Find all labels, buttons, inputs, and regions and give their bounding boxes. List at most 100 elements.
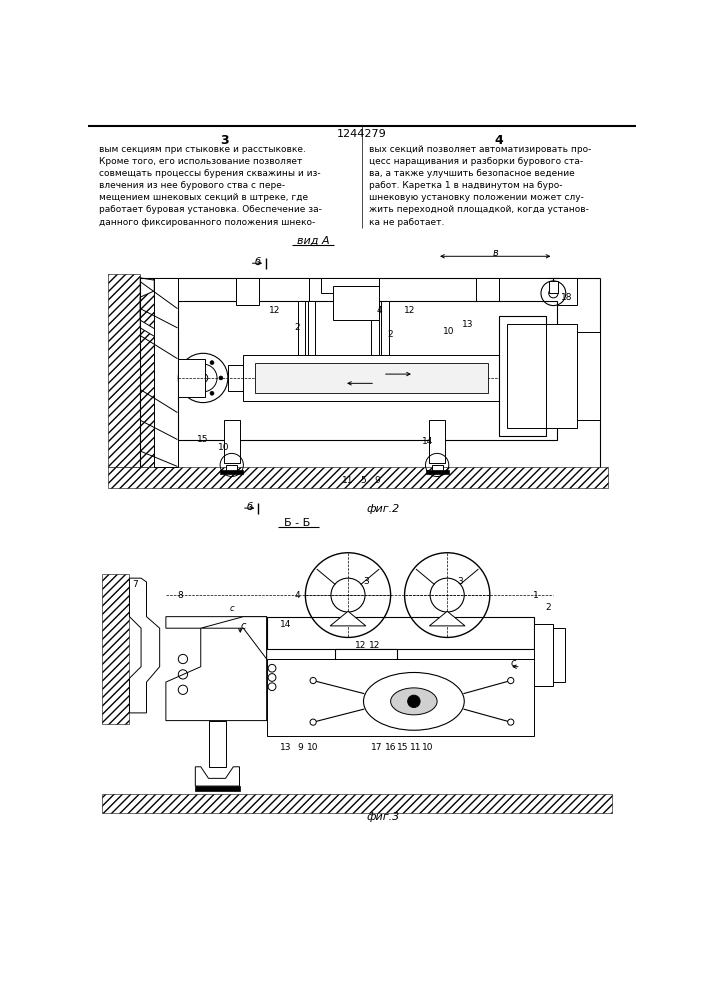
Text: 10: 10 <box>218 443 229 452</box>
Text: вым секциям при стыковке и расстыковке.
Кроме того, его использование позволяет
: вым секциям при стыковке и расстыковке. … <box>99 145 322 227</box>
Text: 9: 9 <box>375 476 380 485</box>
Text: 1: 1 <box>534 591 539 600</box>
Bar <box>177 301 557 440</box>
Text: 1244279: 1244279 <box>337 129 387 139</box>
Text: 5: 5 <box>361 476 366 485</box>
Text: с: с <box>240 621 246 631</box>
Circle shape <box>268 683 276 691</box>
Bar <box>476 278 499 316</box>
Text: 2: 2 <box>388 330 393 339</box>
Bar <box>534 624 554 686</box>
Circle shape <box>192 361 196 365</box>
Text: 4: 4 <box>495 134 503 147</box>
Text: 3: 3 <box>457 578 463 586</box>
Text: 12: 12 <box>269 306 280 315</box>
Bar <box>335 649 397 691</box>
Bar <box>381 301 389 355</box>
Circle shape <box>199 373 208 383</box>
Text: 11: 11 <box>409 743 421 752</box>
Text: 12: 12 <box>370 641 381 650</box>
Text: 4: 4 <box>295 591 300 600</box>
Circle shape <box>268 664 276 672</box>
Polygon shape <box>129 578 160 713</box>
Circle shape <box>508 719 514 725</box>
Circle shape <box>210 361 214 365</box>
Circle shape <box>210 391 214 395</box>
Bar <box>228 365 243 391</box>
Text: 13: 13 <box>280 743 292 752</box>
Text: вид А: вид А <box>297 236 329 246</box>
Ellipse shape <box>363 672 464 730</box>
Circle shape <box>268 674 276 681</box>
Text: 2: 2 <box>545 603 551 612</box>
Circle shape <box>219 376 223 380</box>
Bar <box>298 301 305 355</box>
Text: 3: 3 <box>221 134 229 147</box>
Circle shape <box>310 719 316 725</box>
Bar <box>577 332 600 420</box>
Bar <box>308 301 315 355</box>
Bar <box>429 420 445 463</box>
Bar <box>432 465 443 471</box>
Bar <box>177 359 204 397</box>
Text: 10: 10 <box>443 327 455 336</box>
Circle shape <box>310 677 316 684</box>
Polygon shape <box>166 617 267 721</box>
Circle shape <box>192 391 196 395</box>
Circle shape <box>508 677 514 684</box>
Text: 12: 12 <box>404 306 416 315</box>
Text: 12: 12 <box>355 641 366 650</box>
Text: вых секций позволяет автоматизировать про-
цесс наращивания и разборки бурового : вых секций позволяет автоматизировать пр… <box>369 145 591 227</box>
Bar <box>267 617 534 649</box>
Bar <box>321 278 379 293</box>
Bar <box>332 286 379 320</box>
Text: б: б <box>247 502 252 512</box>
Bar <box>243 355 499 401</box>
Bar <box>140 278 154 466</box>
Text: 10: 10 <box>422 743 433 752</box>
Bar <box>195 786 240 791</box>
Text: с: с <box>230 604 234 613</box>
Bar <box>209 721 226 767</box>
Circle shape <box>183 376 187 380</box>
Text: 2: 2 <box>295 323 300 332</box>
Bar <box>267 659 534 736</box>
Polygon shape <box>429 611 465 626</box>
Bar <box>107 466 607 488</box>
Text: 16: 16 <box>385 743 397 752</box>
Text: 3: 3 <box>363 578 368 586</box>
Bar <box>235 278 259 305</box>
Text: б: б <box>255 257 260 267</box>
Polygon shape <box>201 617 267 659</box>
Text: 18: 18 <box>561 293 572 302</box>
Bar <box>549 281 558 293</box>
Circle shape <box>408 695 420 708</box>
Text: в: в <box>492 248 498 258</box>
Polygon shape <box>195 767 240 786</box>
Bar <box>507 324 546 428</box>
Text: фиг.3: фиг.3 <box>366 812 399 822</box>
Polygon shape <box>330 611 366 626</box>
Text: Б - Б: Б - Б <box>284 518 311 528</box>
Bar <box>499 305 522 336</box>
Bar <box>499 316 546 436</box>
Bar <box>255 363 488 393</box>
Text: фиг.2: фиг.2 <box>366 504 399 514</box>
Text: 15: 15 <box>197 435 209 444</box>
Text: 11: 11 <box>342 476 354 485</box>
Bar <box>426 470 449 474</box>
Bar <box>154 278 177 466</box>
Ellipse shape <box>391 688 437 715</box>
Text: 9: 9 <box>297 743 303 752</box>
Bar <box>515 659 530 732</box>
Polygon shape <box>140 278 166 343</box>
Text: 14: 14 <box>280 620 292 629</box>
Bar <box>220 470 243 474</box>
Text: 8: 8 <box>177 591 182 600</box>
Bar <box>554 628 565 682</box>
Text: 17: 17 <box>371 743 382 752</box>
Text: 13: 13 <box>462 320 474 329</box>
Text: с: с <box>510 658 516 668</box>
Bar <box>107 274 140 466</box>
Bar <box>235 278 309 301</box>
